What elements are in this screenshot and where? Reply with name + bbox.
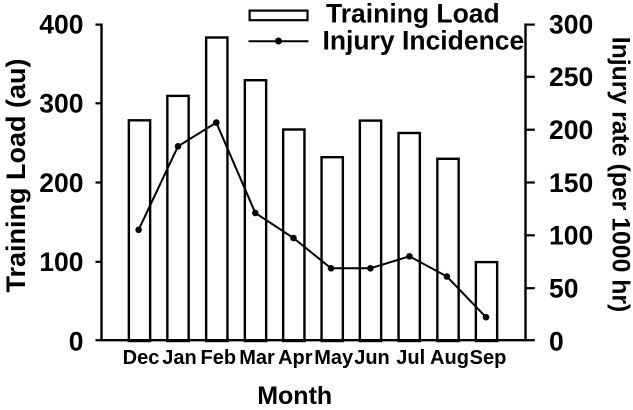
svg-text:Injury rate (per 1000 hr): Injury rate (per 1000 hr) (607, 37, 633, 313)
svg-text:Mar: Mar (239, 347, 275, 369)
svg-text:Feb: Feb (201, 347, 237, 369)
svg-text:Training Load (au): Training Load (au) (1, 59, 31, 293)
svg-text:0: 0 (549, 326, 564, 356)
svg-text:Jun: Jun (354, 347, 390, 369)
svg-text:May: May (314, 347, 354, 369)
svg-text:100: 100 (39, 247, 83, 277)
svg-text:Training Load: Training Load (326, 0, 500, 29)
svg-text:Jan: Jan (162, 347, 196, 369)
svg-text:Dec: Dec (123, 347, 160, 369)
svg-text:200: 200 (39, 168, 83, 198)
svg-text:250: 250 (549, 62, 593, 92)
svg-text:Jul: Jul (396, 347, 425, 369)
svg-text:0: 0 (69, 326, 84, 356)
svg-text:400: 400 (39, 10, 83, 40)
svg-text:300: 300 (549, 10, 593, 40)
svg-text:100: 100 (549, 221, 593, 251)
svg-text:Aug: Aug (430, 347, 469, 369)
svg-text:150: 150 (549, 168, 593, 198)
svg-text:300: 300 (39, 89, 83, 119)
svg-text:Apr: Apr (278, 347, 313, 369)
svg-text:Injury Incidence: Injury Incidence (323, 26, 525, 56)
svg-text:50: 50 (549, 274, 578, 304)
svg-text:Sep: Sep (470, 347, 507, 369)
svg-text:200: 200 (549, 115, 593, 145)
svg-text:Month: Month (257, 382, 332, 410)
